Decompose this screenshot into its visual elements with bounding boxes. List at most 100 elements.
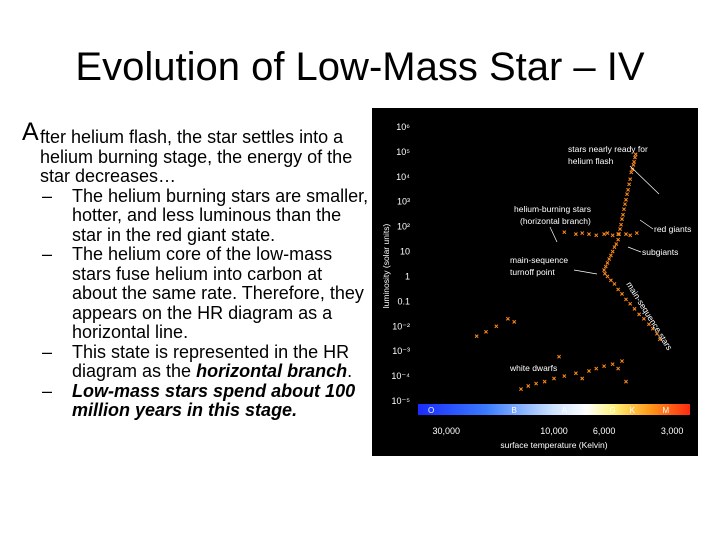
bullet-dash: – [42, 341, 53, 362]
star-point [587, 369, 591, 373]
star-point [650, 326, 655, 331]
star-point [630, 167, 635, 172]
star-point [526, 384, 531, 388]
star-point [620, 291, 624, 296]
y-tick-label: 10⁴ [396, 172, 410, 182]
star-point [580, 231, 585, 236]
star-point [655, 331, 659, 336]
star-point [628, 301, 633, 306]
annotation-white-dwarfs: white dwarfs [509, 363, 557, 373]
star-point [616, 366, 621, 371]
bullet-3: – This state is represented in the HR di… [22, 341, 372, 382]
annotation-flash-line1: stars nearly ready for [568, 144, 648, 154]
lead-first-letter: A [22, 118, 39, 146]
star-point [494, 324, 499, 329]
slide-title: Evolution of Low-Mass Star – IV [75, 45, 645, 89]
bullet-1-text: The helium burning stars are smaller, ho… [72, 185, 369, 245]
star-point [628, 233, 633, 238]
star-point [605, 260, 610, 265]
star-point [618, 227, 623, 232]
star-point [562, 230, 567, 235]
bullet-dash: – [42, 244, 53, 264]
y-tick-label: 1 [405, 271, 410, 281]
bullet-3-text: This state is represented in the HR diag… [72, 341, 350, 381]
y-tick-label: 10⁻² [392, 321, 410, 331]
star-point [631, 162, 636, 167]
star-point [608, 253, 613, 258]
star-point [624, 297, 628, 302]
star-point [620, 359, 624, 364]
star-point [594, 366, 599, 371]
star-point [587, 232, 591, 237]
spectral-class-bar [418, 404, 690, 415]
star-point [519, 387, 523, 392]
star-point [616, 237, 621, 242]
star-point [646, 322, 651, 327]
horizontal-branch-term: horizontal branch [196, 361, 348, 381]
star-point [573, 371, 578, 376]
star-point [610, 233, 615, 238]
star-point [603, 264, 608, 269]
annotation-turnoff-line1: main-sequence [510, 255, 568, 265]
star-point [610, 362, 615, 367]
spectral-class-label: K [630, 406, 636, 415]
star-point [641, 316, 646, 321]
bullet-1: – The helium burning stars are smaller, … [22, 185, 372, 246]
x-tick-label: 10,000 [540, 426, 568, 436]
star-point [612, 281, 617, 286]
bullet-4-text: Low-mass stars spend about 100 million y… [72, 380, 356, 420]
annotation-red-giants-pointer [639, 219, 654, 230]
annotation-red-giants: red giants [654, 224, 691, 234]
spectral-class-label: B [512, 406, 517, 415]
y-tick-label: 10 [400, 247, 410, 257]
star-point [633, 155, 637, 160]
x-axis-label: surface temperature (Kelvin) [500, 440, 607, 450]
spectral-class-label: F [587, 406, 592, 415]
star-point [625, 192, 629, 197]
y-axis-label: luminosity (solar units) [381, 224, 391, 309]
star-point [605, 231, 610, 236]
annotation-flash-pointer [629, 165, 660, 195]
x-tick-label: 6,000 [593, 426, 616, 436]
spectral-class-label: G [610, 406, 616, 415]
bullet-dash: – [42, 380, 53, 401]
star-point [605, 274, 610, 279]
x-tick-label: 30,000 [432, 426, 460, 436]
star-point [620, 217, 624, 222]
star-point [484, 329, 488, 334]
star-point [542, 379, 547, 384]
annotation-turnoff-line2: turnoff point [510, 267, 555, 277]
star-point [616, 287, 621, 292]
star-point [602, 364, 607, 369]
y-tick-label: 10⁶ [396, 122, 410, 132]
star-point [628, 177, 633, 182]
star-point [580, 376, 585, 381]
star-point [607, 257, 612, 261]
y-tick-label: 10⁻³ [392, 346, 410, 356]
annotation-hb-line2: (horizontal branch) [520, 216, 591, 226]
star-point [602, 268, 607, 273]
star-point [616, 232, 621, 237]
star-point [552, 376, 556, 381]
x-tick-label: 3,000 [661, 426, 684, 436]
star-point [612, 245, 617, 250]
star-point [621, 212, 625, 217]
bullet-2-text: The helium core of the low-mass stars fu… [72, 244, 364, 342]
star-point [505, 316, 510, 321]
bullet-2: – The helium core of the low-mass stars … [22, 244, 372, 343]
annotation-hb-pointer [549, 226, 558, 243]
star-point [617, 232, 622, 237]
y-tick-label: 10⁻⁵ [392, 396, 411, 406]
bullet-dash: – [42, 185, 53, 206]
star-point [626, 187, 631, 192]
annotation-subgiants-pointer [627, 246, 642, 253]
star-point [634, 231, 639, 236]
star-point [632, 159, 637, 164]
annotation-subgiants: subgiants [642, 247, 678, 257]
y-tick-label: 10⁻⁴ [391, 371, 410, 381]
star-point [512, 319, 517, 324]
star-point [657, 337, 662, 342]
annotation-hb-line1: helium-burning stars [514, 204, 591, 214]
